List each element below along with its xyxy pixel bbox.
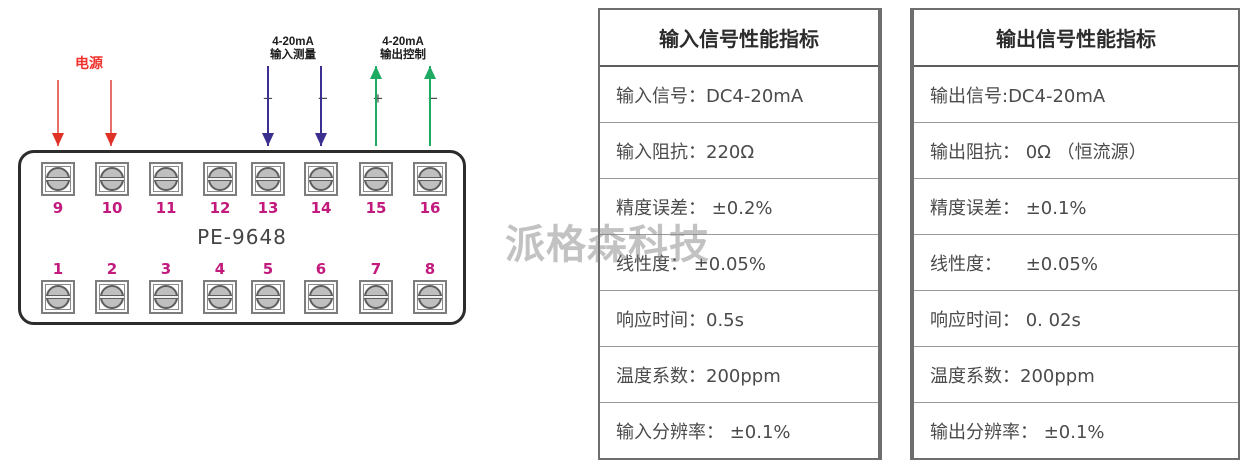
screw-icon <box>154 285 178 309</box>
input-spec-column: 输入信号性能指标 输入信号：DC4-20mA 输入阻抗：220Ω 精度误差： ±… <box>598 8 880 460</box>
terminal-8[interactable] <box>413 280 447 314</box>
terminal-number-3: 3 <box>160 260 172 278</box>
screw-icon <box>100 167 124 191</box>
screw-icon <box>154 167 178 191</box>
table-row: 输入信号：DC4-20mA <box>600 67 878 123</box>
terminal-14[interactable] <box>304 162 338 196</box>
screw-icon <box>208 285 232 309</box>
screw-icon <box>208 167 232 191</box>
table-row: 线性度： ±0.05% <box>914 235 1238 291</box>
specification-table: 输入信号性能指标 输入信号：DC4-20mA 输入阻抗：220Ω 精度误差： ±… <box>598 8 1240 460</box>
sign-output-plus: + <box>373 89 383 108</box>
terminal-4[interactable] <box>203 280 237 314</box>
terminal-number-4: 4 <box>214 260 226 278</box>
screw-icon <box>46 167 70 191</box>
terminal-number-1: 1 <box>52 260 64 278</box>
table-row: 输出分辨率： ±0.1% <box>930 421 1105 443</box>
sign-output-minus: − <box>428 89 438 108</box>
arrow-output-minus <box>424 66 436 146</box>
terminal-number-2: 2 <box>106 260 118 278</box>
terminal-1[interactable] <box>41 280 75 314</box>
terminal-13[interactable] <box>251 162 285 196</box>
terminal-16[interactable] <box>413 162 447 196</box>
terminal-number-10: 10 <box>101 199 123 217</box>
screw-icon <box>418 167 442 191</box>
table-row: 响应时间： 0. 02s <box>914 291 1238 347</box>
arrow-input-minus <box>315 66 327 146</box>
screw-icon <box>256 167 280 191</box>
table-row: 输入阻抗：220Ω <box>600 123 878 179</box>
table-row: 精度误差： ±0.1% <box>914 179 1238 235</box>
table-row: 精度误差： ±0.2% <box>600 179 878 235</box>
terminal-2[interactable] <box>95 280 129 314</box>
table-row: 响应时间：0.5s <box>600 291 878 347</box>
table-row: 温度系数：200ppm <box>600 347 878 403</box>
terminal-3[interactable] <box>149 280 183 314</box>
terminal-number-12: 12 <box>209 199 231 217</box>
terminal-6[interactable] <box>304 280 338 314</box>
arrow-output-plus <box>370 66 382 146</box>
output-spec-header: 输出信号性能指标 <box>914 10 1238 67</box>
table-row: 输出信号:DC4-20mA <box>914 67 1238 123</box>
terminal-number-6: 6 <box>315 260 327 278</box>
table-row: 温度系数：200ppm <box>914 347 1238 403</box>
annotation-power-label: 电源 <box>75 55 103 71</box>
terminal-7[interactable] <box>359 280 393 314</box>
device-model-label: PE-9648 <box>197 225 287 249</box>
table-row: 输入分辨率： ±0.1% <box>616 421 791 443</box>
annotation-input-measure-label: 4-20mA 输入测量 <box>270 36 316 61</box>
screw-icon <box>418 285 442 309</box>
table-row: 线性度： ±0.05% <box>600 235 878 291</box>
output-spec-column: 输出信号性能指标 输出信号:DC4-20mA 输出阻抗： 0Ω （恒流源） 精度… <box>912 8 1240 460</box>
screw-icon <box>256 285 280 309</box>
terminal-9[interactable] <box>41 162 75 196</box>
arrow-input-plus <box>262 66 274 146</box>
arrow-power-2 <box>105 80 117 146</box>
wiring-diagram: 电源 4-20mA 输入测量 4-20mA 输出控制 + − + − PE-96… <box>0 0 590 472</box>
terminal-number-13: 13 <box>257 199 279 217</box>
terminal-11[interactable] <box>149 162 183 196</box>
terminal-15[interactable] <box>359 162 393 196</box>
annotation-output-control-label: 4-20mA 输出控制 <box>380 36 426 61</box>
screw-icon <box>309 285 333 309</box>
input-spec-header: 输入信号性能指标 <box>600 10 878 67</box>
screw-icon <box>364 285 388 309</box>
screw-icon <box>46 285 70 309</box>
terminal-number-9: 9 <box>52 199 64 217</box>
terminal-number-5: 5 <box>262 260 274 278</box>
terminal-block-device: PE-9648 <box>18 150 466 325</box>
terminal-number-7: 7 <box>370 260 382 278</box>
terminal-number-11: 11 <box>155 199 177 217</box>
table-separator-column <box>880 8 912 460</box>
sign-input-minus: − <box>318 89 328 108</box>
terminal-number-16: 16 <box>419 199 441 217</box>
screw-icon <box>309 167 333 191</box>
terminal-number-15: 15 <box>365 199 387 217</box>
terminal-5[interactable] <box>251 280 285 314</box>
table-row: 输出阻抗： 0Ω （恒流源） <box>914 123 1238 179</box>
terminal-12[interactable] <box>203 162 237 196</box>
terminal-number-8: 8 <box>424 260 436 278</box>
terminal-10[interactable] <box>95 162 129 196</box>
terminal-number-14: 14 <box>310 199 332 217</box>
arrow-power-1 <box>52 80 64 146</box>
screw-icon <box>364 167 388 191</box>
screw-icon <box>100 285 124 309</box>
